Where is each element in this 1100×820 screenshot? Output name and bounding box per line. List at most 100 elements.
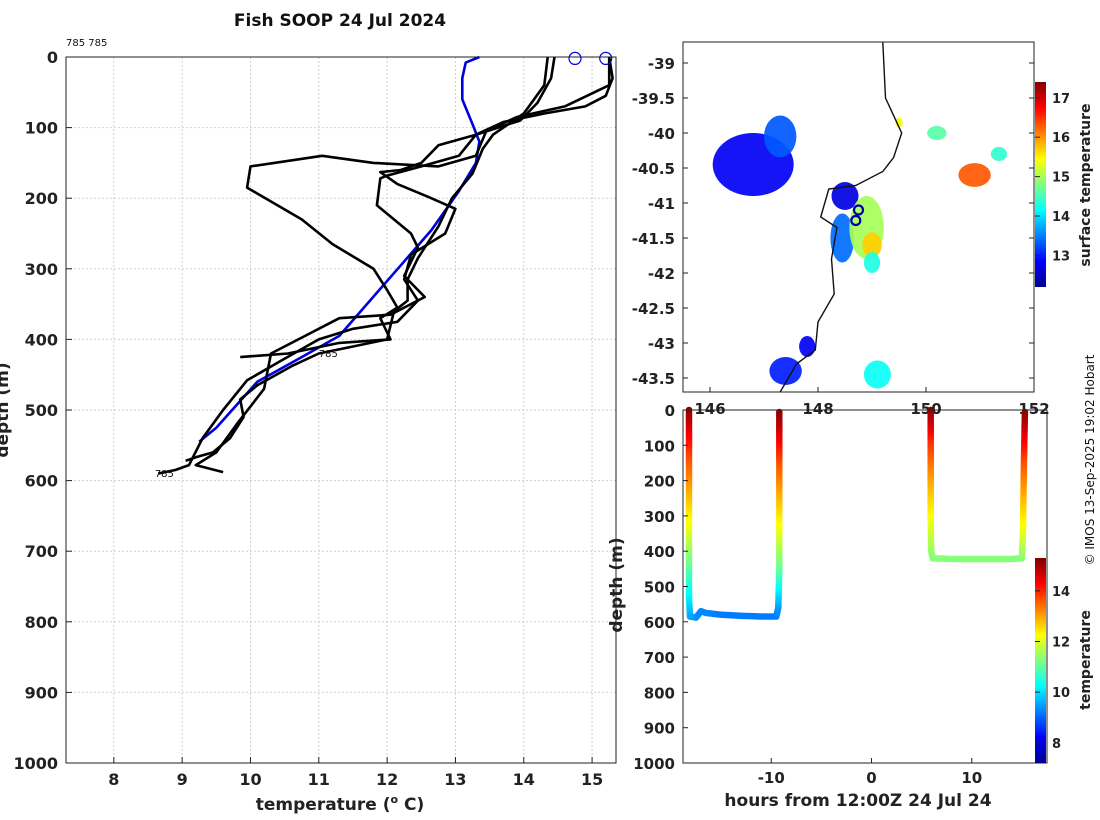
- track-y-tick-label: 900: [644, 720, 675, 738]
- y-tick-label: 700: [25, 542, 58, 561]
- profile-lines: 785 785: [155, 51, 614, 480]
- track-colorbar: [1035, 558, 1046, 763]
- x-tick-label: 11: [308, 770, 330, 789]
- track-colorbar-label: temperature: [1078, 610, 1094, 710]
- y-tick-label: 500: [25, 401, 58, 420]
- sst-patch: [799, 336, 816, 357]
- track-x-tick-label: -10: [758, 769, 785, 787]
- map-x-tick-label: 146: [694, 400, 725, 418]
- sst-patch: [895, 117, 903, 128]
- y-tick-label: 100: [25, 119, 58, 138]
- track-ticks: 0 100 200 300 400 500 600 700 800 900 1000 -10 0 10: [633, 402, 982, 787]
- track-x-tick-label: 0: [866, 769, 876, 787]
- profile-top-annotation: 785 785: [66, 38, 107, 49]
- sst-patch: [769, 357, 802, 385]
- map-colorbar-tick-label: 16: [1052, 131, 1070, 146]
- ship-position-marker: [850, 214, 862, 227]
- profile-line-2: [157, 56, 556, 475]
- sst-patch: [831, 182, 859, 210]
- map-colorbar-label: surface temperature: [1078, 103, 1094, 266]
- sst-patch: [862, 232, 882, 258]
- profile-y-axis-label: depth (m): [0, 362, 13, 457]
- profile-line-3: [194, 56, 614, 474]
- x-tick-label: 10: [239, 770, 261, 789]
- track-colorbar-tick-label: 10: [1052, 686, 1070, 701]
- map-colorbar-ticks: 13 14 15 16 17: [1035, 92, 1070, 264]
- track-y-tick-label: 200: [644, 473, 675, 491]
- xlabel-unit: C): [398, 795, 424, 815]
- track-y-tick-label: 400: [644, 543, 675, 561]
- track-colorbar-tick-label: 12: [1052, 636, 1070, 651]
- y-tick-label: 200: [25, 189, 58, 208]
- x-tick-label: 14: [513, 770, 535, 789]
- track-y-tick-label: 0: [665, 402, 675, 420]
- x-tick-label: 13: [444, 770, 466, 789]
- sst-patch: [958, 163, 991, 187]
- track-y-tick-label: 1000: [633, 755, 675, 773]
- map-y-tick-label: -41.5: [632, 230, 675, 248]
- credit-text: © IMOS 13-Sep-2025 19:02 Hobart: [1083, 354, 1097, 565]
- track-points: [685, 406, 1029, 621]
- map-y-tick-label: -42: [648, 265, 675, 283]
- profile-annotation: 785: [155, 469, 174, 480]
- temperature-profile-chart: Fish SOOP 24 Jul 2024 785 785 785 785 8 9 1…: [0, 11, 617, 815]
- track-axes-box: [682, 409, 1048, 764]
- map-colorbar-tick-label: 15: [1052, 171, 1070, 186]
- profile-line-4: [240, 57, 611, 359]
- xlabel-degree: o: [391, 793, 399, 806]
- y-tick-label: 800: [25, 613, 58, 632]
- map-colorbar-tick-label: 14: [1052, 210, 1070, 225]
- sst-patch: [990, 147, 1008, 161]
- track-y-tick-label: 600: [644, 614, 675, 632]
- track-x-tick-label: 10: [961, 769, 982, 787]
- y-tick-label: 900: [25, 683, 58, 702]
- track-y-tick-label: 300: [644, 508, 675, 526]
- map-x-tick-label: 148: [802, 400, 833, 418]
- map-y-tick-label: -43.5: [632, 370, 675, 388]
- y-tick-label: 400: [25, 330, 58, 349]
- map-y-tick-label: -42.5: [632, 300, 675, 318]
- y-tick-label: 600: [25, 472, 58, 491]
- map-y-tick-label: -39.5: [632, 90, 675, 108]
- x-tick-label: 9: [177, 770, 188, 789]
- map-y-tick-label: -40.5: [632, 160, 675, 178]
- map-markers: [850, 204, 865, 227]
- map-y-tick-label: -43: [648, 335, 675, 353]
- map-y-tick-label: -39: [648, 55, 675, 73]
- sst-patch: [863, 252, 881, 273]
- map-y-tick-label: -40: [648, 125, 675, 143]
- surface-marker: [599, 51, 613, 66]
- y-tick-label: 0: [47, 48, 58, 67]
- track-y-tick-label: 700: [644, 649, 675, 667]
- profile-ticks: 8 9 10 11 12 13 14 15 0 100 200 300 400 500 600 700 800 9…: [13, 48, 603, 789]
- track-y-axis-label: depth (m): [607, 537, 627, 632]
- x-tick-label: 12: [376, 770, 398, 789]
- profile-x-axis-label: temperature (o C): [256, 793, 425, 815]
- coastline: [779, 42, 903, 392]
- chart-title: Fish SOOP 24 Jul 2024: [234, 11, 446, 31]
- map-ticks: -39 -39.5 -40 -40.5 -41 -41.5 -42 -42.5 -43 -43.5…: [632, 55, 1050, 418]
- xlabel-text: temperature (: [256, 795, 391, 815]
- map-colorbar: [1035, 82, 1046, 287]
- map-axes-box: [682, 41, 1035, 393]
- track-y-tick-label: 100: [644, 437, 675, 455]
- track-y-tick-label: 500: [644, 579, 675, 597]
- sst-patch: [863, 360, 891, 389]
- y-tick-label: 300: [25, 260, 58, 279]
- sst-patch: [830, 213, 855, 263]
- ship-position-marker: [852, 204, 865, 216]
- profile-annotation: 785: [319, 349, 338, 360]
- sst-patches: [712, 115, 1008, 389]
- track-x-axis-label: hours from 12:00Z 24 Jul 24: [724, 791, 991, 811]
- sst-patch: [764, 115, 797, 158]
- map-colorbar-tick-label: 13: [1052, 249, 1070, 264]
- track-colorbar-tick-label: 8: [1052, 737, 1061, 752]
- track-colorbar-ticks: 8 10 12 14: [1035, 585, 1070, 752]
- track-y-tick-label: 800: [644, 684, 675, 702]
- sst-patch: [927, 126, 947, 140]
- map-colorbar-tick-label: 17: [1052, 92, 1070, 107]
- surface-marker: [568, 51, 582, 66]
- y-tick-label: 1000: [13, 754, 58, 773]
